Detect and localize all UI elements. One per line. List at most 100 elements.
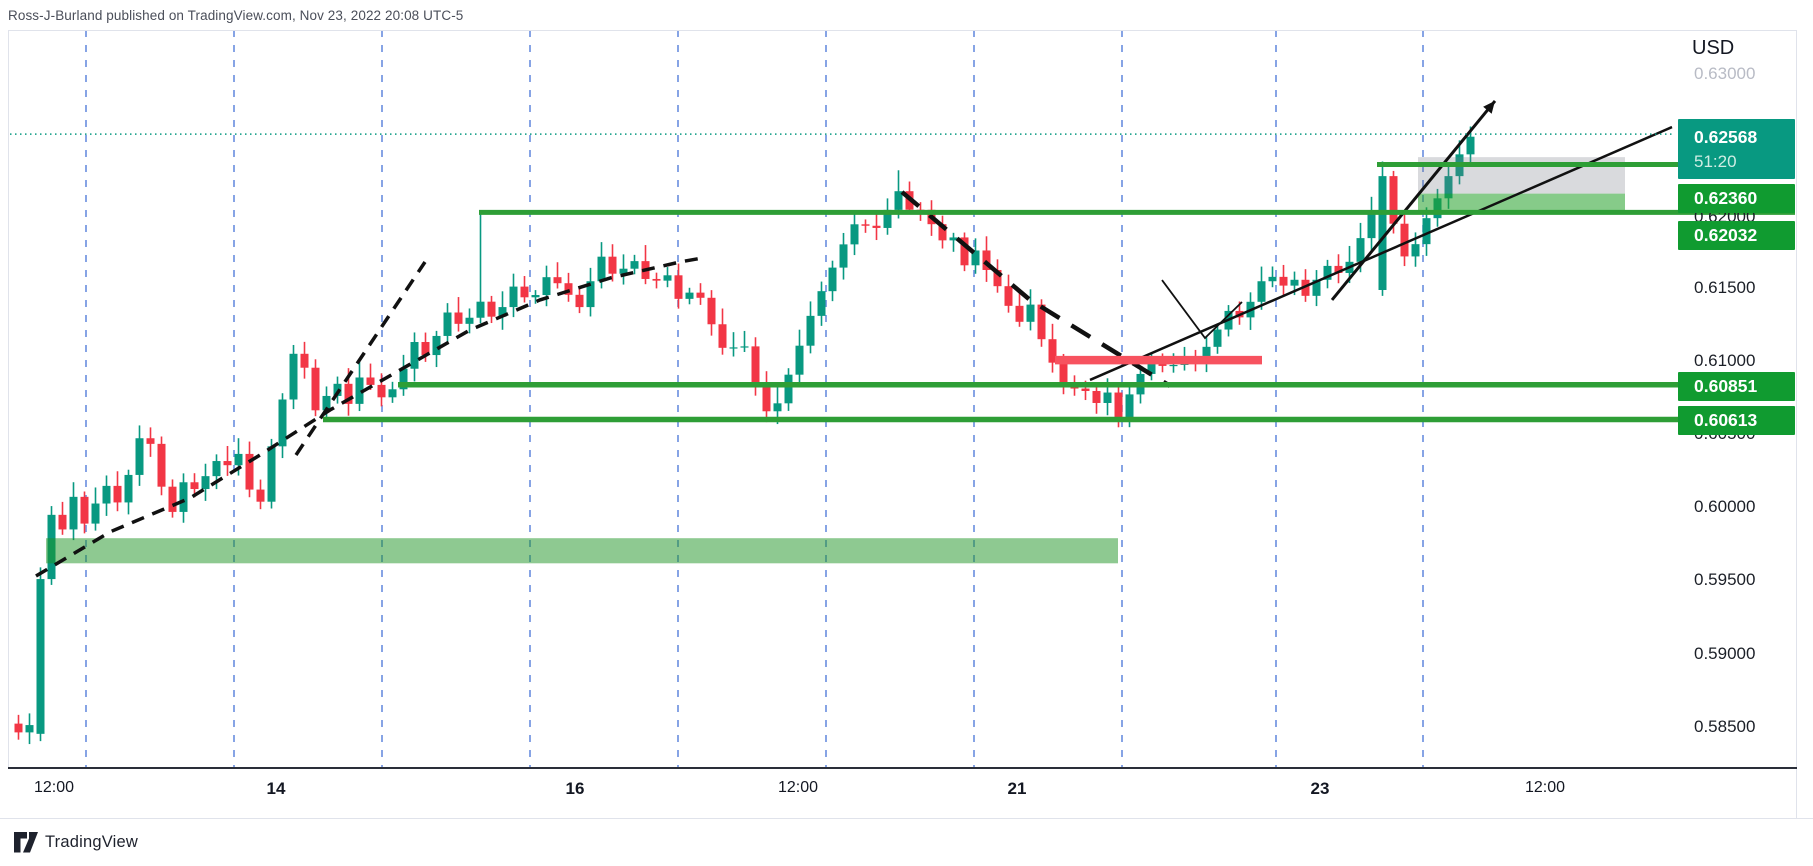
candle-body xyxy=(267,446,276,502)
candle-body xyxy=(1323,265,1332,280)
bar-countdown: 51:20 xyxy=(1694,151,1737,171)
candle-body xyxy=(1444,176,1453,199)
chart-border-bottom xyxy=(0,818,1813,819)
rising-dashed-inner[interactable] xyxy=(294,260,427,456)
candle-body xyxy=(1070,387,1079,389)
candle-body xyxy=(432,335,441,356)
candle-body xyxy=(80,496,89,524)
candle-body xyxy=(245,453,254,490)
candle-body xyxy=(1389,176,1398,224)
candle-body xyxy=(1147,360,1156,374)
candle-body xyxy=(993,269,1002,287)
candle-body xyxy=(135,438,144,475)
candle-body xyxy=(91,503,100,524)
candle-body xyxy=(971,250,980,266)
candle-body xyxy=(784,374,793,404)
candle-body xyxy=(410,342,419,369)
attribution-header: Ross-J-Burland published on TradingView.… xyxy=(8,8,464,23)
candle-body xyxy=(388,389,397,398)
candle-body xyxy=(751,346,760,384)
candle-body xyxy=(421,342,430,356)
candle-body xyxy=(1356,238,1365,262)
candle-body xyxy=(157,443,166,487)
candle-body xyxy=(1279,276,1288,286)
candle-body xyxy=(1312,279,1321,296)
candle-body xyxy=(201,476,210,490)
quote-currency-label: USD xyxy=(1692,37,1735,59)
level-badge-0.60851: 0.60851 xyxy=(1678,371,1795,401)
rising-dashed-support-arc[interactable] xyxy=(35,256,703,578)
candle-body xyxy=(1169,364,1178,367)
badge-price: 0.62360 xyxy=(1694,187,1758,208)
candle-body xyxy=(520,286,529,298)
candle-body xyxy=(168,486,177,512)
candle-body xyxy=(1125,394,1134,419)
price-axis-label-0.61500: 0.61500 xyxy=(1694,278,1756,297)
candle-body xyxy=(1114,392,1123,419)
ascending-trendline-steep[interactable] xyxy=(1330,99,1497,301)
candle-body xyxy=(1004,286,1013,306)
candle-body xyxy=(531,295,540,298)
candle-body xyxy=(729,347,738,349)
level-badge-0.60613: 0.60613 xyxy=(1678,405,1795,435)
time-axis-label-1200: 12:00 xyxy=(1524,779,1566,796)
candle-body xyxy=(608,256,617,274)
candle-body xyxy=(630,261,639,269)
candle-body xyxy=(619,268,628,274)
candle-body xyxy=(69,496,78,530)
badge-price: 0.62568 xyxy=(1694,126,1758,147)
candle-body xyxy=(36,579,45,734)
candle-body xyxy=(806,315,815,346)
candle-body xyxy=(696,292,705,298)
candle-body xyxy=(883,209,892,228)
candle-body xyxy=(146,438,155,444)
candle-body xyxy=(1411,244,1420,257)
candle-body xyxy=(674,275,683,299)
candle-body xyxy=(795,345,804,375)
time-axis-label-14: 14 xyxy=(266,779,286,798)
candle-body xyxy=(399,368,408,390)
candle-body xyxy=(344,383,353,404)
demand-zone-green[interactable] xyxy=(46,538,1118,564)
candle-body xyxy=(212,461,221,477)
candle-body xyxy=(113,485,122,503)
candle-body xyxy=(465,317,474,324)
price-axis-label-0.63000: 0.63000 xyxy=(1694,64,1756,83)
time-axis-label-1200: 12:00 xyxy=(33,779,75,796)
supply-zone-green[interactable] xyxy=(1418,193,1625,213)
time-axis-line xyxy=(8,767,1797,769)
candle-body xyxy=(443,312,452,336)
candle-body xyxy=(311,367,320,411)
time-axis-label-21: 21 xyxy=(1007,779,1027,798)
candle-body xyxy=(289,353,298,400)
candle-body xyxy=(366,377,375,385)
badge-price: 0.60613 xyxy=(1694,409,1758,430)
thin-zigzag-sketch[interactable] xyxy=(1161,279,1243,340)
candle-body xyxy=(1037,304,1046,340)
candle-body xyxy=(234,453,243,466)
candle-body xyxy=(1048,339,1057,363)
current-price-badge-0.62568: 0.62568 51:20 xyxy=(1678,119,1795,179)
time-axis-label-23: 23 xyxy=(1310,779,1330,798)
candle-body xyxy=(300,353,309,368)
candle-body xyxy=(454,312,463,324)
candle-body xyxy=(1400,223,1409,257)
candle-body xyxy=(14,723,23,733)
candle-body xyxy=(960,237,969,266)
tradingview-footer[interactable]: TradingView xyxy=(14,832,138,853)
level-badge-0.62360: 0.62360 xyxy=(1678,183,1795,213)
ascending-trendline-long[interactable] xyxy=(1089,125,1673,382)
candle-body xyxy=(487,301,496,317)
candle-body xyxy=(949,237,958,241)
candle-body xyxy=(1092,390,1101,403)
candle-body xyxy=(894,191,903,210)
falling-dashed-line[interactable] xyxy=(900,190,1172,388)
candle-body xyxy=(1422,218,1431,245)
candle-body xyxy=(564,283,573,295)
tradingview-logo-icon xyxy=(14,832,38,853)
candle-body xyxy=(58,514,67,530)
candle-body xyxy=(663,275,672,281)
candle-body xyxy=(498,307,507,317)
candle-body xyxy=(1257,281,1266,302)
